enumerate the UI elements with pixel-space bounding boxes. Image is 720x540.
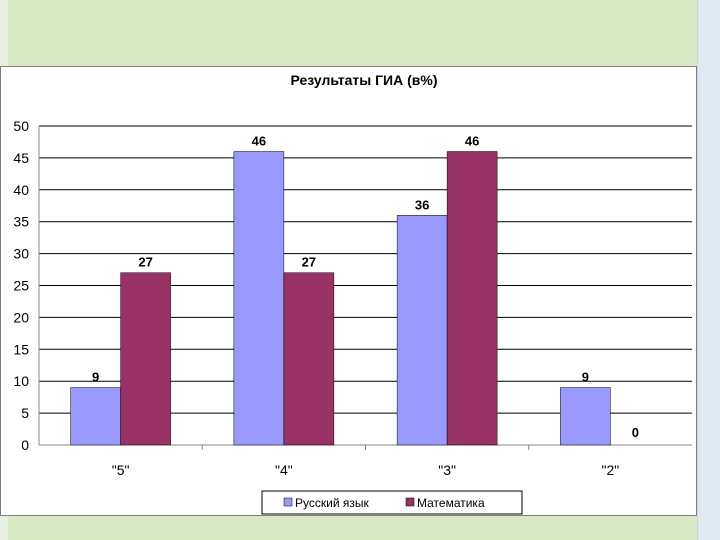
bars [70, 151, 611, 446]
chart-frame: Результаты ГИА (в%) 9 27 46 27 36 46 9 0 0 5 10 15… [0, 66, 697, 516]
y-tick-label-5: 5 [21, 405, 29, 421]
data-label-0-0: 9 [92, 370, 99, 385]
data-label-0-1: 46 [252, 134, 266, 149]
bar-0-3 [560, 387, 611, 446]
legend-label-1: Математика [417, 496, 485, 510]
y-tick-label-45: 45 [13, 150, 29, 166]
data-label-1-0: 27 [138, 255, 152, 270]
bar-0-0 [70, 387, 121, 446]
bar-1-0 [120, 272, 171, 446]
tick-labels: 0 5 10 15 20 25 30 35 40 45 50 "5" "4" "3" "2" [13, 118, 619, 478]
chart-title: Результаты ГИА (в%) [291, 72, 438, 88]
bar-0-1 [233, 151, 285, 446]
data-label-0-3: 9 [582, 370, 589, 385]
legend-label-0: Русский язык [295, 496, 369, 510]
y-tick-label-20: 20 [13, 309, 29, 325]
legend-box [261, 490, 523, 515]
x-tick-label-1: "4" [275, 462, 293, 478]
y-tick-label-25: 25 [13, 278, 29, 294]
legend: Русский язык Математика [261, 490, 523, 515]
x-tick-label-0: "5" [112, 462, 130, 478]
data-label-1-3: 0 [632, 425, 639, 440]
data-label-1-2: 46 [465, 134, 479, 149]
y-tick-label-40: 40 [13, 182, 29, 198]
y-tick-label-30: 30 [13, 246, 29, 262]
bar-0-2 [396, 215, 448, 446]
data-labels: 9 27 46 27 36 46 9 0 [92, 134, 639, 440]
x-tick-label-3: "2" [602, 462, 620, 478]
y-tick-label-15: 15 [13, 341, 29, 357]
bar-1-2 [446, 151, 498, 446]
x-tick-label-2: "3" [438, 462, 456, 478]
y-tick-label-0: 0 [21, 437, 29, 453]
bar-chart: Результаты ГИА (в%) 9 27 46 27 36 46 9 0 0 5 10 15… [13, 72, 692, 515]
y-tick-label-10: 10 [13, 373, 29, 389]
data-label-0-2: 36 [415, 197, 429, 212]
y-tick-label-50: 50 [13, 118, 29, 134]
y-tick-label-35: 35 [13, 214, 29, 230]
legend-swatch-1 [405, 497, 415, 507]
data-label-1-1: 27 [302, 255, 316, 270]
slide-right-strip [697, 0, 720, 540]
legend-swatch-0 [283, 497, 293, 507]
bar-1-1 [283, 272, 335, 446]
